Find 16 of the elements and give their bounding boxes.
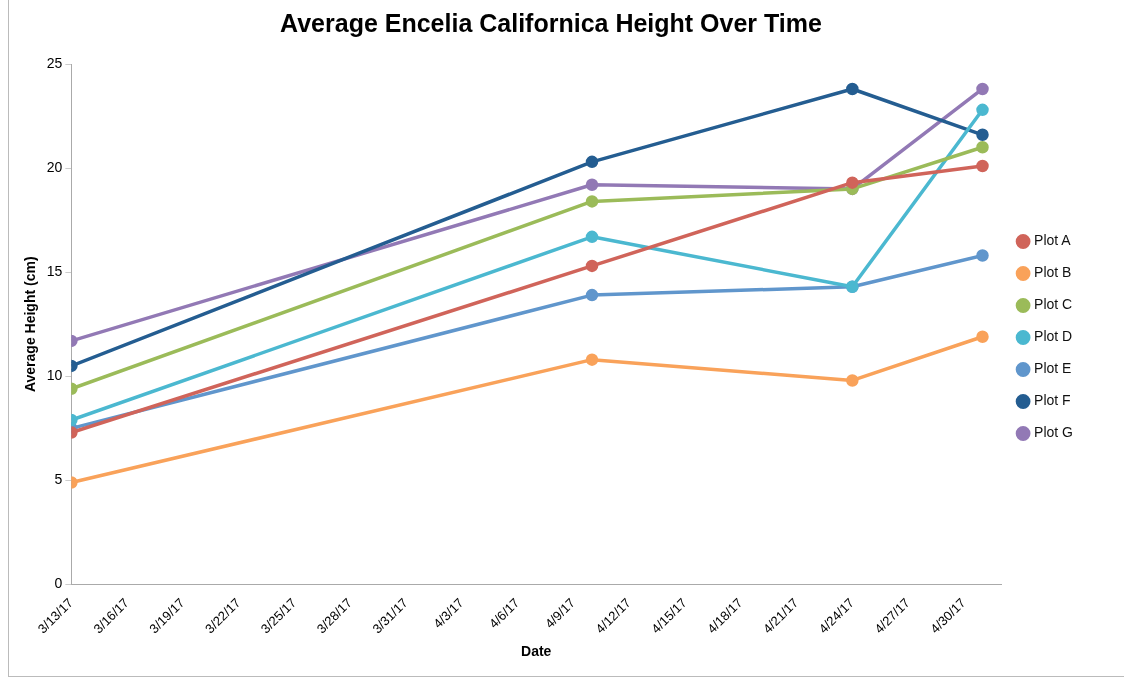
y-tick-label: 10 — [46, 367, 63, 384]
legend-label: Plot E — [1034, 360, 1072, 377]
legend-label: Plot B — [1034, 264, 1072, 281]
y-tick-label: 5 — [54, 471, 63, 488]
legend-label: Plot G — [1034, 424, 1073, 441]
legend-label: Plot A — [1034, 232, 1072, 249]
chart-title: Average Encelia Californica Height Over Time — [280, 8, 823, 37]
legend-label: Plot D — [1034, 328, 1073, 345]
legend-label: Plot C — [1034, 296, 1073, 313]
x-axis-title: Date — [521, 643, 552, 660]
legend-label: Plot F — [1034, 392, 1071, 409]
y-axis-title: Average Height (cm) — [22, 256, 39, 393]
y-tick-label: 20 — [46, 158, 63, 175]
y-tick-label: 15 — [46, 263, 63, 280]
y-tick-label: 25 — [46, 54, 63, 71]
y-tick-label: 0 — [54, 575, 63, 592]
